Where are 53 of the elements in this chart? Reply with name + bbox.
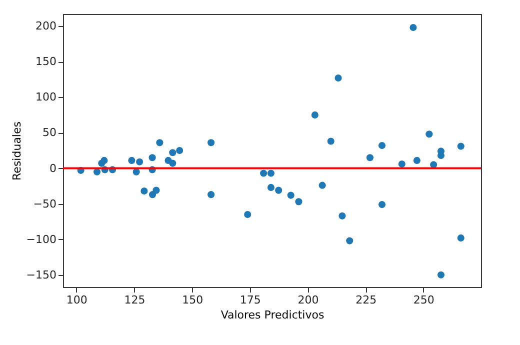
point xyxy=(169,149,176,156)
point xyxy=(152,186,160,194)
point xyxy=(136,158,144,166)
point xyxy=(275,186,282,194)
x-tick-label: 100 xyxy=(66,294,88,306)
y-tick-label: −50 xyxy=(33,197,56,210)
point xyxy=(208,191,215,198)
point xyxy=(426,130,433,138)
point xyxy=(169,160,176,167)
point xyxy=(244,210,252,218)
point xyxy=(378,201,386,208)
point xyxy=(267,184,274,191)
point xyxy=(318,182,326,189)
point xyxy=(366,154,374,162)
point xyxy=(176,146,184,154)
y-tick-label: 150 xyxy=(36,55,56,68)
y-axis-title: Residuales xyxy=(10,121,24,180)
point xyxy=(346,237,354,244)
y-tick-label: 100 xyxy=(36,90,56,104)
x-tick-label: 200 xyxy=(298,294,319,306)
point xyxy=(398,160,406,168)
point xyxy=(457,142,464,150)
point xyxy=(140,187,148,195)
y-tick-label: 200 xyxy=(36,20,56,33)
x-axis-title: Valores Predictivos xyxy=(220,308,324,322)
point xyxy=(311,111,318,118)
point xyxy=(128,156,136,164)
y-tick-label: −100 xyxy=(26,232,56,246)
point xyxy=(100,156,108,164)
point xyxy=(287,192,294,199)
x-tick-label: 225 xyxy=(356,294,377,306)
y-tick-label: 0 xyxy=(50,162,56,175)
point xyxy=(295,198,302,206)
point xyxy=(437,271,445,278)
point xyxy=(260,170,268,177)
point xyxy=(208,139,215,146)
point xyxy=(430,161,438,168)
point xyxy=(338,212,346,220)
x-tick-label: 150 xyxy=(182,294,204,306)
x-tick-label: 250 xyxy=(413,294,434,306)
y-tick-label: 50 xyxy=(42,126,56,140)
x-tick-label: 125 xyxy=(124,294,146,306)
point xyxy=(334,74,342,82)
point xyxy=(156,139,164,146)
point xyxy=(457,234,464,242)
point xyxy=(413,156,420,164)
point xyxy=(267,170,274,177)
y-tick-label: −150 xyxy=(26,268,56,282)
x-tick-label: 175 xyxy=(240,294,261,306)
point xyxy=(410,24,417,32)
point xyxy=(327,138,334,145)
point xyxy=(148,154,156,162)
point xyxy=(378,142,386,150)
